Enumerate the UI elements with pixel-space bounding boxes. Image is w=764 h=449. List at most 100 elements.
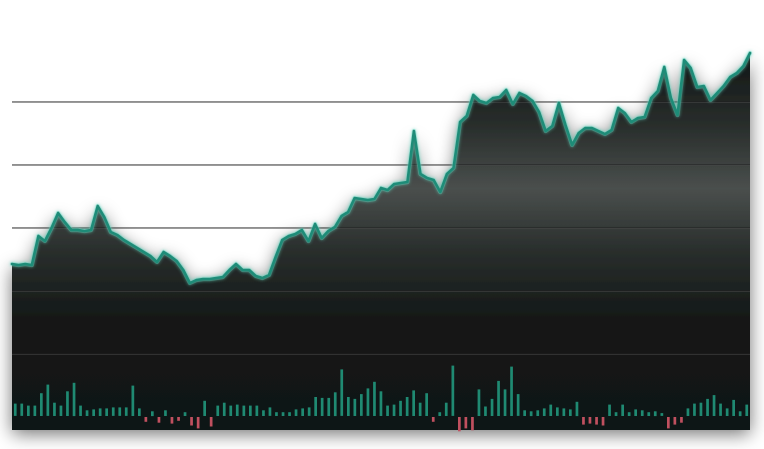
volume-bar-down [157, 417, 161, 423]
volume-bar-up [46, 384, 50, 416]
volume-bars [13, 365, 749, 432]
volume-bar-up [405, 397, 409, 416]
volume-bar-down [667, 417, 670, 429]
volume-bar-up [53, 402, 56, 416]
volume-bar-up [686, 408, 690, 416]
volume-bar-up [562, 408, 566, 416]
volume-bar-up [706, 398, 709, 416]
volume-bar-up [699, 402, 703, 416]
volume-bar-down [464, 417, 468, 429]
volume-bar-down [170, 417, 174, 424]
volume-bar-up [366, 388, 370, 416]
volume-bar-up [92, 409, 95, 416]
volume-bar-up [229, 405, 233, 416]
volume-bar-up [438, 412, 442, 416]
volume-bar-up [353, 398, 357, 416]
volume-bar-up [79, 405, 82, 416]
volume-bar-up [275, 412, 278, 416]
volume-bar-up [542, 408, 546, 416]
volume-bar-up [333, 392, 337, 417]
volume-bar-up [124, 407, 128, 416]
volume-bar-up [216, 405, 220, 416]
volume-bar-up [640, 410, 644, 416]
volume-bar-down [431, 417, 435, 422]
volume-bar-up [536, 410, 540, 416]
volume-bar-up [719, 403, 722, 416]
volume-bar-up [131, 385, 135, 416]
volume-bar-up [294, 409, 298, 416]
volume-bar-up [307, 407, 311, 416]
volume-bar-up [111, 407, 115, 416]
volume-bar-up [105, 408, 108, 416]
volume-bar-up [569, 409, 572, 416]
volume-bar-up [712, 395, 716, 416]
volume-bar-up [608, 404, 611, 416]
volume-bar-up [738, 411, 742, 417]
volume-bar-up [66, 391, 69, 416]
volume-bar-up [503, 389, 507, 416]
volume-bar-up [72, 382, 76, 417]
volume-bar-up [347, 397, 350, 416]
volume-bar-up [386, 405, 389, 416]
volume-bar-down [673, 417, 677, 425]
volume-bar-up [693, 403, 696, 416]
price-line [10, 51, 752, 285]
volume-bar-up [516, 394, 520, 416]
volume-bar-up [529, 411, 533, 417]
volume-bar-up [614, 412, 618, 416]
volume-bar-up [340, 369, 344, 416]
volume-bar-up [653, 411, 657, 417]
price-line-layer [9, 50, 753, 286]
volume-bar-up [412, 390, 415, 416]
volume-bar-up [222, 402, 226, 416]
volume-bar-up [118, 407, 122, 416]
volume-bar-up [40, 393, 43, 416]
volume-bar-up [13, 403, 17, 416]
volume-bar-up [745, 404, 749, 416]
volume-bar-up [425, 393, 428, 416]
volume-bar-up [660, 413, 664, 416]
volume-bar-up [373, 381, 376, 416]
volume-bar-up [255, 405, 259, 416]
volume-bar-up [268, 407, 272, 416]
volume-bar-up [725, 408, 729, 416]
volume-bar-up [497, 380, 500, 416]
volume-bar-up [484, 406, 487, 416]
volume-bar-up [249, 405, 252, 416]
price-area-layer [12, 53, 750, 430]
volume-bar-up [575, 401, 579, 417]
volume-bar-down [601, 417, 605, 426]
volume-bar-up [647, 412, 651, 416]
volume-bar-up [314, 397, 317, 416]
volume-bar-up [235, 404, 239, 416]
volume-bar-up [59, 405, 63, 416]
volume-bar-up [85, 410, 89, 416]
volume-bar-down [144, 417, 148, 422]
volume-bar-up [621, 404, 624, 416]
volume-bar-up [301, 408, 304, 416]
volume-bar-up [444, 402, 448, 416]
volume-bar-up [20, 403, 24, 416]
volume-bar-up [203, 400, 206, 416]
volume-bar-down [680, 417, 683, 423]
volume-bar-down [209, 417, 213, 427]
volume-bar-down [595, 417, 598, 425]
volume-bar-up [418, 402, 422, 416]
volume-bar-up [477, 389, 481, 416]
volume-bar-up [98, 408, 102, 416]
volume-bar-up [379, 391, 383, 416]
volume-bar-up [732, 399, 735, 416]
volume-bar-up [281, 412, 285, 416]
volume-bar-up [399, 400, 402, 416]
volume-bar-up [262, 410, 265, 416]
volume-bar-up [490, 398, 494, 416]
volume-bar-up [138, 408, 141, 416]
volume-bar-up [627, 412, 631, 416]
volume-bar-down [190, 417, 193, 426]
volume-bar-down [471, 417, 474, 431]
volume-bar-down [458, 417, 461, 432]
volume-bar-up [27, 405, 30, 416]
volume-bar-up [288, 412, 291, 416]
